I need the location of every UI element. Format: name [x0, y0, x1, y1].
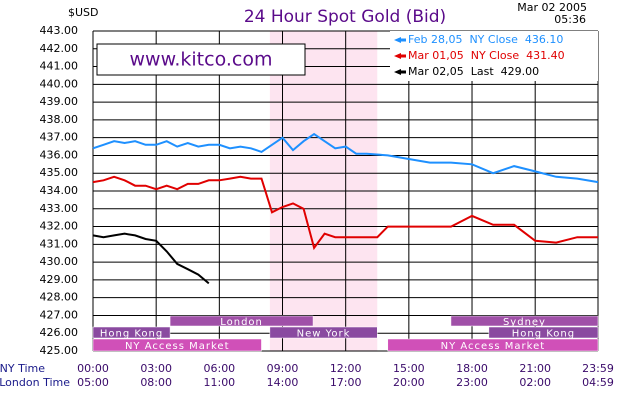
- x-tick-label: 15:00: [393, 362, 425, 375]
- london-tick-label: 23:00: [456, 376, 488, 389]
- x-tick-label: 03:00: [140, 362, 172, 375]
- session-label: NY Access Market: [441, 341, 546, 352]
- y-tick-label: 429.00: [40, 273, 79, 286]
- y-tick-label: 428.00: [40, 291, 79, 304]
- y-tick-label: 438.00: [40, 113, 79, 126]
- chart-title: 24 Hour Spot Gold (Bid): [244, 7, 446, 27]
- london-tick-label: 11:00: [203, 376, 235, 389]
- y-tick-label: 433.00: [40, 202, 79, 215]
- session-label: Sydney: [503, 317, 546, 328]
- y-tick-label: 440.00: [40, 77, 79, 90]
- price-line: [92, 175, 598, 251]
- london-tick-label: 17:00: [330, 376, 362, 389]
- y-tick-label: 442.00: [40, 42, 79, 55]
- session-bar: [269, 326, 378, 339]
- london-tick-label: 14:00: [267, 376, 299, 389]
- x-tick-label: 21:00: [519, 362, 551, 375]
- price-line: [92, 132, 599, 184]
- x-row-label: London Time: [0, 376, 70, 389]
- legend-entry: Mar 02,05 Last 429.00: [408, 65, 539, 78]
- london-tick-label: 05:00: [77, 376, 109, 389]
- session-label: NY Access Market: [125, 341, 230, 352]
- unit-label: $USD: [68, 6, 99, 19]
- legend-marker: [394, 37, 406, 43]
- session-label: New York: [297, 329, 351, 340]
- x-tick-label: 09:00: [267, 362, 299, 375]
- y-tick-label: 439.00: [40, 95, 79, 108]
- date: Mar 02 2005: [517, 1, 587, 14]
- y-tick-label: 443.00: [40, 24, 79, 37]
- legend-entry: Mar 01,05 NY Close 431.40: [408, 49, 565, 62]
- london-tick-label: 20:00: [393, 376, 425, 389]
- y-tick-label: 441.00: [40, 60, 79, 73]
- y-tick-label: 425.00: [40, 344, 79, 357]
- x-tick-label: 18:00: [456, 362, 488, 375]
- session-label: London: [220, 317, 263, 328]
- y-tick-label: 432.00: [40, 220, 79, 233]
- x-tick-label: 12:00: [330, 362, 362, 375]
- london-tick-label: 08:00: [140, 376, 172, 389]
- y-tick-label: 430.00: [40, 255, 79, 268]
- session-label: Hong Kong: [100, 329, 163, 340]
- price-line: [92, 232, 210, 285]
- x-tick-label: 23:59: [582, 362, 614, 375]
- legend-marker: [394, 53, 406, 59]
- watermark-box: [96, 43, 306, 76]
- session-bar: [92, 326, 171, 339]
- legend-box: [390, 31, 598, 81]
- session-bar: [488, 326, 599, 339]
- y-tick-label: 435.00: [40, 166, 79, 179]
- x-row-label: NY Time: [0, 362, 45, 375]
- session-bar: [450, 315, 599, 327]
- x-tick-label: 00:00: [77, 362, 109, 375]
- y-tick-label: 426.00: [40, 326, 79, 339]
- y-tick-label: 437.00: [40, 131, 79, 144]
- y-tick-label: 436.00: [40, 148, 79, 161]
- legend-marker: [394, 69, 406, 75]
- london-tick-label: 02:00: [519, 376, 551, 389]
- x-tick-label: 06:00: [203, 362, 235, 375]
- y-tick-label: 434.00: [40, 184, 79, 197]
- session-bar: [387, 338, 599, 352]
- time: 05:36: [554, 13, 586, 26]
- y-tick-label: 427.00: [40, 308, 79, 321]
- watermark: www.kitco.com: [129, 49, 272, 71]
- session-bar: [92, 338, 262, 352]
- london-tick-label: 04:59: [582, 376, 614, 389]
- session-bar: [169, 315, 314, 327]
- y-tick-label: 431.00: [40, 237, 79, 250]
- legend-entry: Feb 28,05 NY Close 436.10: [408, 33, 563, 46]
- session-label: Hong Kong: [512, 329, 575, 340]
